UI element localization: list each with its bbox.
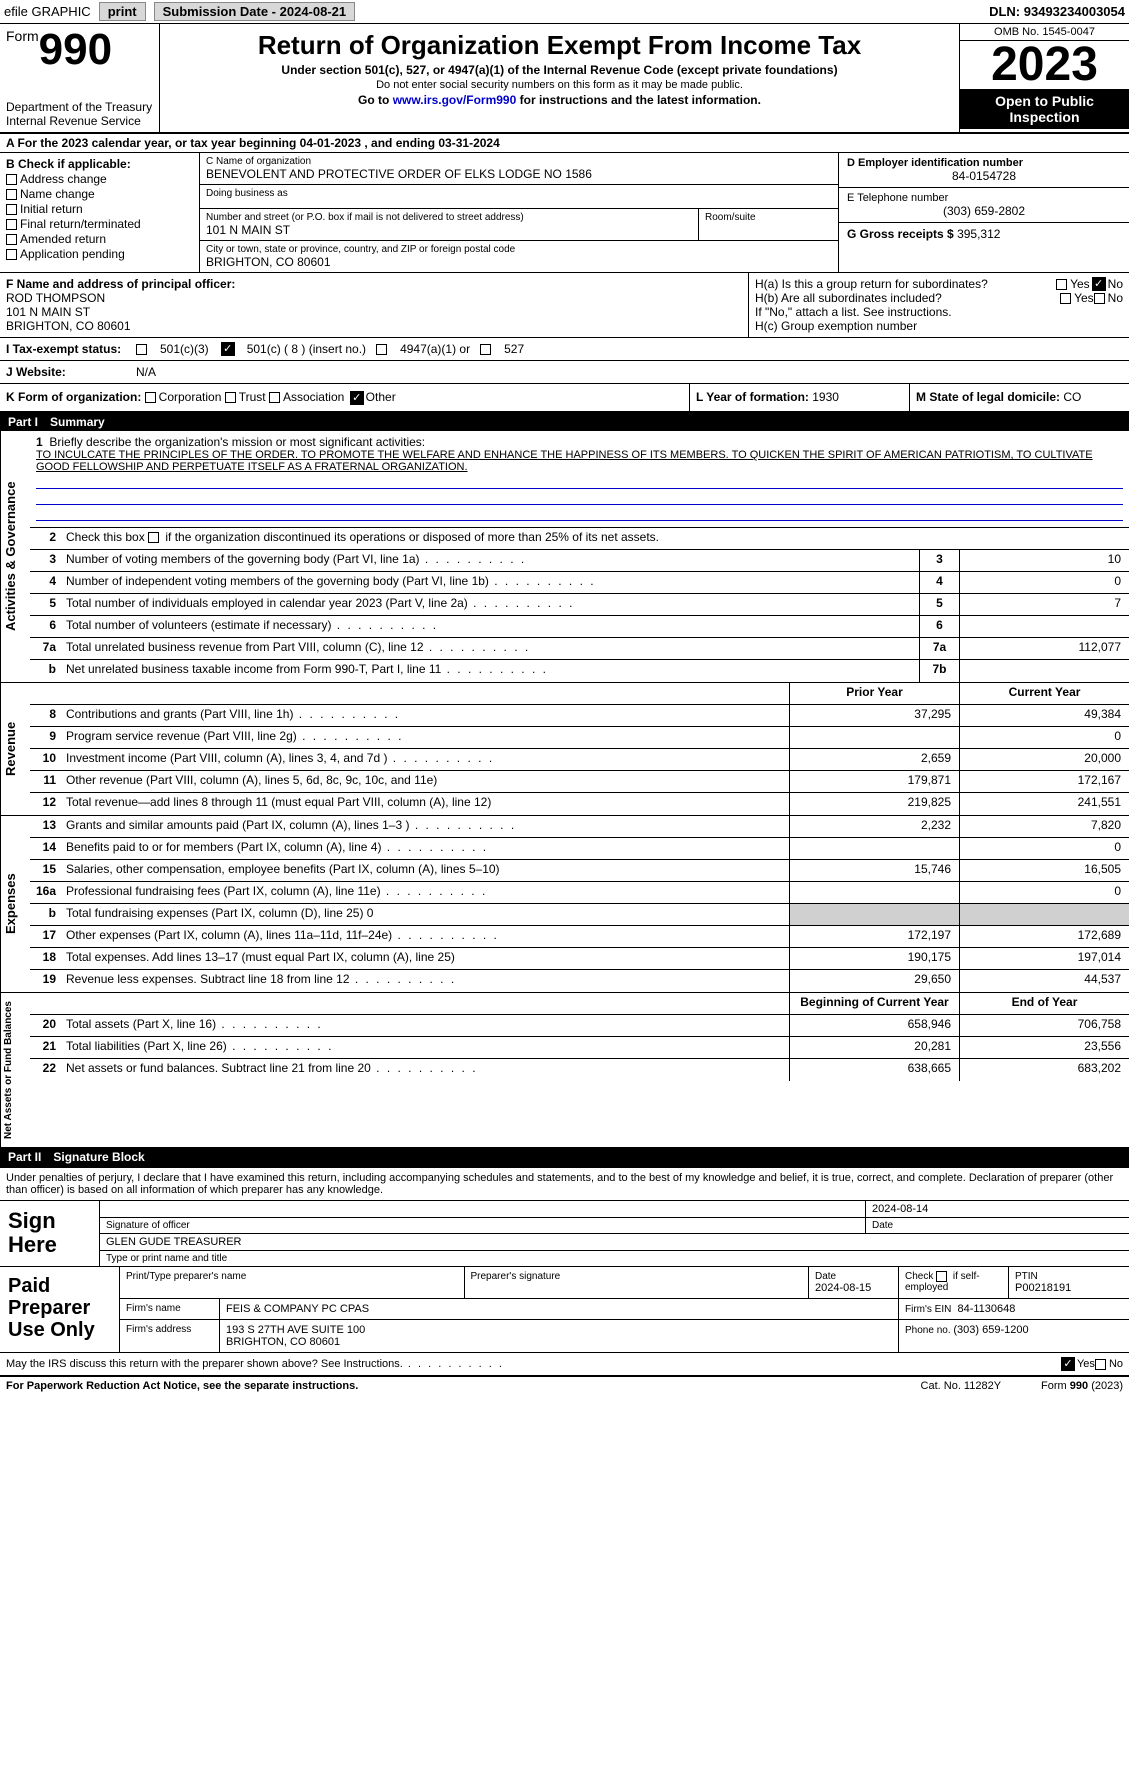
- discuss-yes-checked[interactable]: ✓: [1061, 1357, 1075, 1371]
- cb-l2[interactable]: [148, 532, 159, 543]
- ein: 84-0154728: [847, 169, 1121, 183]
- cb-self-emp[interactable]: [936, 1271, 947, 1282]
- dln: DLN: 93493234003054: [989, 4, 1125, 19]
- website: N/A: [136, 365, 156, 379]
- part-1-header: Part I Summary: [0, 413, 1129, 431]
- cb-name[interactable]: [6, 189, 17, 200]
- status-row-i: I Tax-exempt status: 501(c)(3) ✓501(c) (…: [0, 338, 1129, 361]
- ha-no-checked[interactable]: ✓: [1092, 277, 1106, 291]
- summary-netassets: Net Assets or Fund Balances Beginning of…: [0, 993, 1129, 1148]
- form-org-row: K Form of organization: Corporation Trus…: [0, 384, 1129, 413]
- cb-other-checked[interactable]: ✓: [350, 391, 364, 405]
- header-grid: B Check if applicable: Address change Na…: [0, 153, 1129, 273]
- cb-corp[interactable]: [145, 392, 156, 403]
- officer-block: F Name and address of principal officer:…: [0, 273, 1129, 338]
- discuss-no[interactable]: [1095, 1359, 1106, 1370]
- form-header: Form990 Department of the Treasury Inter…: [0, 24, 1129, 134]
- cb-pending[interactable]: [6, 249, 17, 260]
- cb-address[interactable]: [6, 174, 17, 185]
- form-number-cell: Form990 Department of the Treasury Inter…: [0, 24, 160, 132]
- cb-4947[interactable]: [376, 344, 387, 355]
- discuss-row: May the IRS discuss this return with the…: [0, 1353, 1129, 1377]
- summary-activities: Activities & Governance 1 Briefly descri…: [0, 431, 1129, 683]
- cb-501c3[interactable]: [136, 344, 147, 355]
- footer: For Paperwork Reduction Act Notice, see …: [0, 1377, 1129, 1395]
- street: 101 N MAIN ST: [206, 223, 692, 237]
- hb-no[interactable]: [1094, 293, 1105, 304]
- year-cell: OMB No. 1545-0047 2023 Open to Public In…: [959, 24, 1129, 132]
- summary-revenue: Revenue Prior YearCurrent Year 8Contribu…: [0, 683, 1129, 816]
- efile-label: efile GRAPHIC: [4, 4, 91, 19]
- telephone: (303) 659-2802: [847, 204, 1121, 218]
- print-button[interactable]: print: [99, 2, 146, 21]
- summary-expenses: Expenses 13Grants and similar amounts pa…: [0, 816, 1129, 993]
- cb-527[interactable]: [480, 344, 491, 355]
- row-a-period: A For the 2023 calendar year, or tax yea…: [0, 134, 1129, 153]
- mission-text: TO INCULCATE THE PRINCIPLES OF THE ORDER…: [36, 449, 1123, 473]
- hb-yes[interactable]: [1060, 293, 1071, 304]
- part-2-header: Part II Signature Block: [0, 1148, 1129, 1166]
- org-name: BENEVOLENT AND PROTECTIVE ORDER OF ELKS …: [206, 167, 832, 181]
- signature-block: Under penalties of perjury, I declare th…: [0, 1166, 1129, 1377]
- cb-trust[interactable]: [225, 392, 236, 403]
- ha-yes[interactable]: [1056, 279, 1067, 290]
- status-row-j: J Website: N/A: [0, 361, 1129, 384]
- title-center: Return of Organization Exempt From Incom…: [160, 24, 959, 132]
- cb-501c-checked[interactable]: ✓: [221, 342, 235, 356]
- gross-receipts: 395,312: [957, 227, 1000, 241]
- city: BRIGHTON, CO 80601: [206, 255, 832, 269]
- box-b: B Check if applicable: Address change Na…: [0, 153, 200, 272]
- form-title: Return of Organization Exempt From Incom…: [172, 30, 947, 61]
- cb-assoc[interactable]: [269, 392, 280, 403]
- box-c: C Name of organization BENEVOLENT AND PR…: [200, 153, 839, 272]
- cb-final[interactable]: [6, 219, 17, 230]
- box-d: D Employer identification number 84-0154…: [839, 153, 1129, 272]
- top-toolbar: efile GRAPHIC print Submission Date - 20…: [0, 0, 1129, 24]
- submission-date: Submission Date - 2024-08-21: [154, 2, 356, 21]
- cb-initial[interactable]: [6, 204, 17, 215]
- irs-link[interactable]: www.irs.gov/Form990: [393, 93, 517, 107]
- cb-amended[interactable]: [6, 234, 17, 245]
